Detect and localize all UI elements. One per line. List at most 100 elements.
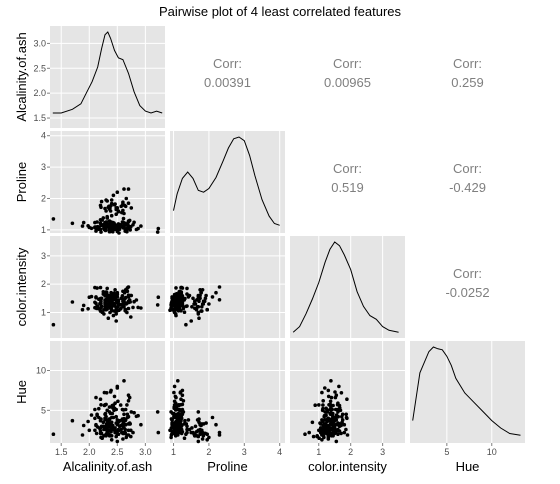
scatter-point [122, 430, 126, 435]
corr-value: -0.429 [449, 180, 486, 195]
scatter-point [122, 412, 126, 417]
scatter-point [197, 417, 201, 421]
scatter-point [198, 296, 202, 301]
scatter-point [99, 403, 103, 407]
y-tick-label: 4 [41, 131, 46, 141]
scatter-point [108, 310, 112, 315]
scatter-point [125, 229, 129, 234]
scatter-point [104, 307, 108, 312]
scatter-point [99, 435, 103, 440]
scatter-point [193, 424, 198, 429]
scatter-point [170, 418, 174, 422]
x-tick-label: 3 [380, 447, 385, 457]
scatter-point [104, 221, 109, 226]
scatter-point [125, 403, 129, 407]
scatter-point [323, 418, 327, 422]
scatter-point [175, 426, 180, 430]
scatter-point [113, 401, 117, 406]
scatter-point [207, 435, 211, 440]
scatter-point [98, 285, 103, 290]
scatter-point [98, 309, 103, 313]
scatter-point [333, 390, 337, 394]
scatter-point [342, 422, 347, 427]
density-curve [412, 346, 521, 436]
scatter-point [94, 225, 98, 229]
scatter-point [323, 429, 327, 433]
scatter-point [129, 224, 133, 229]
scatter-point [332, 427, 337, 432]
scatter-point [109, 423, 113, 428]
scatter-point [336, 401, 340, 406]
scatter-point [182, 298, 186, 302]
scatter-point [178, 426, 183, 431]
scatter-point [139, 306, 143, 310]
scatter-point [51, 217, 56, 221]
scatter-point [345, 433, 350, 437]
scatter-point [116, 399, 120, 404]
scatter-point [126, 422, 131, 426]
scatter-point [344, 427, 348, 432]
x-tick-label: 1 [316, 447, 321, 457]
scatter-point [186, 418, 191, 422]
scatter-point [123, 422, 128, 427]
scatter-point [321, 403, 325, 407]
scatter-point [196, 439, 201, 444]
scatter-point [119, 296, 123, 301]
scatter-point [203, 296, 208, 301]
scatter-point [94, 229, 98, 233]
scatter-point [104, 426, 108, 430]
scatter-point [184, 304, 189, 309]
scatter-point [114, 312, 118, 316]
scatter-point [122, 379, 126, 383]
scatter-point [113, 202, 117, 206]
scatter-point [323, 410, 327, 414]
scatter-point [175, 416, 179, 421]
scatter-point [196, 312, 201, 316]
scatter-point [156, 295, 161, 300]
x-tick-label: 2.5 [111, 447, 124, 457]
scatter-point [102, 312, 106, 316]
scatter-point [156, 226, 161, 231]
scatter-point [179, 397, 183, 402]
corr-label: Corr: [453, 56, 482, 71]
scatter-point [120, 417, 125, 421]
scatter-point [122, 211, 126, 216]
corr-label: Corr: [333, 161, 362, 176]
scatter-point [320, 438, 324, 442]
scatter-point [126, 201, 131, 205]
scatter-point [99, 306, 103, 310]
scatter-point [175, 297, 180, 302]
scatter-point [197, 299, 201, 304]
scatter-point [101, 292, 106, 296]
scatter-point [174, 286, 178, 290]
scatter-point [121, 220, 126, 225]
scatter-point [318, 422, 323, 426]
scatter-point [323, 422, 327, 426]
scatter-point [326, 394, 331, 399]
scatter-point [178, 422, 183, 426]
scatter-point [134, 227, 139, 232]
scatter-point [105, 421, 109, 425]
scatter-point [204, 293, 208, 298]
scatter-point [198, 427, 202, 432]
scatter-point [317, 403, 321, 407]
scatter-point [336, 410, 340, 414]
scatter-point [109, 203, 113, 208]
scatter-point [94, 301, 98, 306]
scatter-point [108, 229, 113, 234]
density-curve [52, 31, 163, 114]
scatter-point [123, 307, 127, 312]
scatter-point [102, 226, 106, 230]
scatter-point [331, 430, 335, 435]
scatter-point [126, 393, 131, 398]
scatter-point [93, 416, 97, 421]
scatter-point [94, 395, 98, 400]
corr-value: 0.519 [331, 180, 364, 195]
scatter-point [119, 427, 123, 432]
scatter-point [173, 312, 178, 316]
scatter-point [87, 295, 92, 300]
scatter-point [329, 417, 334, 421]
scatter-point [170, 296, 174, 301]
scatter-point [336, 421, 340, 425]
